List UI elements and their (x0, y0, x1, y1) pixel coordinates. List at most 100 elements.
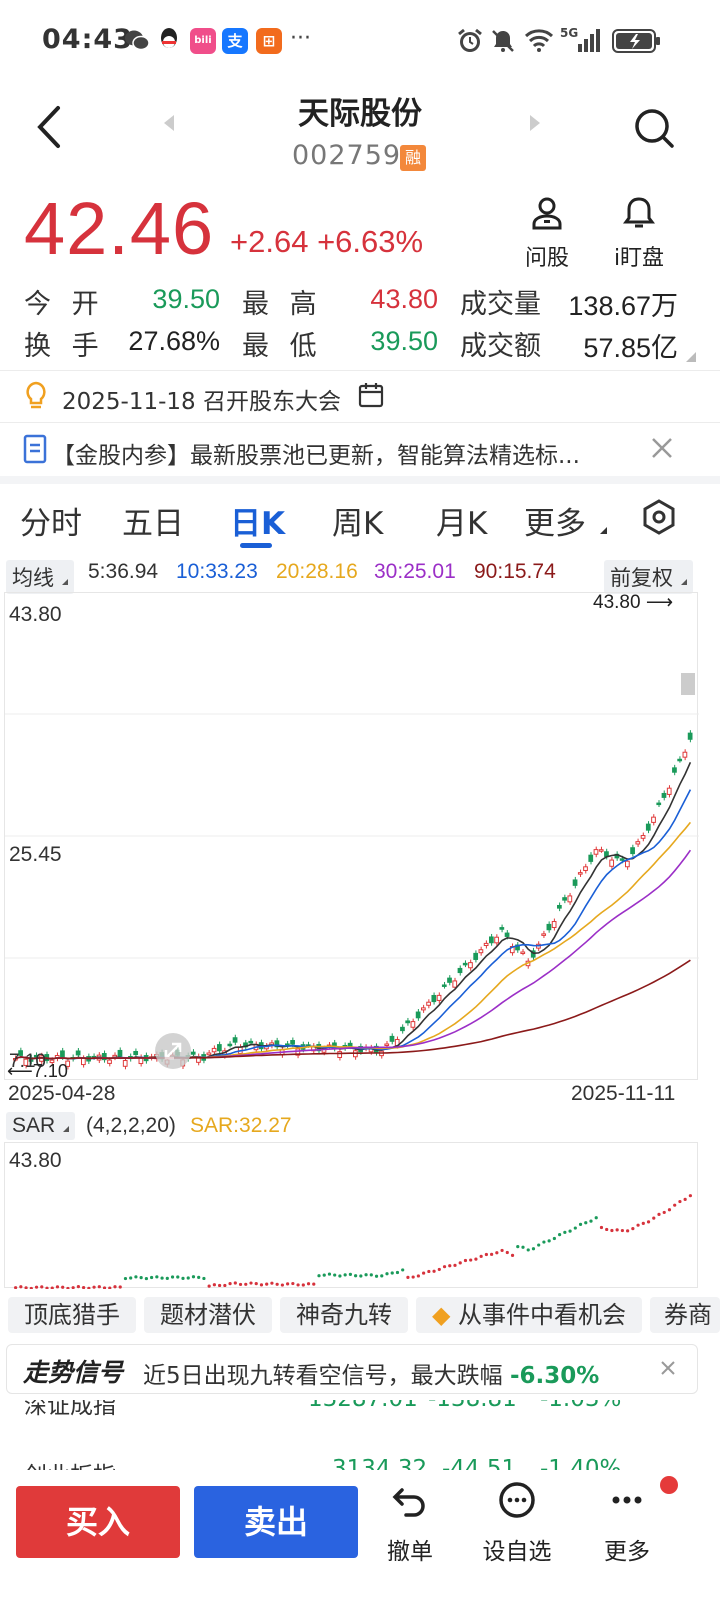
back-button[interactable] (34, 104, 64, 150)
sar-dot (547, 1239, 551, 1243)
ma-line (15, 959, 691, 1060)
candle (672, 767, 677, 773)
prev-stock-button[interactable] (164, 115, 174, 131)
notice-text[interactable]: 【金股内参】最新股票池已更新，智能算法精选标... (52, 443, 580, 469)
adjust-selector[interactable]: 前复权 (604, 560, 693, 594)
sar-dot (568, 1229, 572, 1233)
tab-intraday[interactable]: 分时 (20, 506, 82, 542)
next-stock-button[interactable] (530, 115, 540, 131)
sar-chart[interactable]: 43.80 (4, 1142, 698, 1289)
sar-dot (364, 1273, 368, 1277)
ask-stock-button[interactable]: 问股 (512, 196, 582, 272)
sar-dot (144, 1276, 148, 1281)
tab-daily-k[interactable]: 日K (230, 506, 286, 542)
buy-button[interactable]: 买入 (16, 1486, 180, 1558)
candle (107, 1059, 112, 1064)
sar-dot (87, 1286, 91, 1289)
ask-stock-label: 问股 (524, 246, 569, 271)
sar-dot (416, 1274, 420, 1278)
candle (337, 1051, 343, 1058)
add-watchlist-label: 设自选 (482, 1539, 552, 1565)
candle (410, 1021, 416, 1028)
event-text[interactable]: 2025-11-18 召开股东大会 (62, 389, 341, 415)
settings-icon[interactable] (640, 498, 678, 540)
sar-dot (123, 1276, 128, 1281)
sar-dot (223, 1283, 227, 1288)
caret-icon (61, 579, 68, 585)
sar-dot (495, 1251, 499, 1255)
candle (133, 1051, 139, 1056)
sar-dot (333, 1273, 337, 1277)
candle (206, 1052, 212, 1056)
candle (619, 858, 625, 861)
cancel-order-button[interactable]: 撤单 (365, 1480, 455, 1566)
sar-dot (160, 1276, 164, 1280)
kline-chart[interactable]: 43.80 25.45 7.10 43.80 ⟶ ⟵7.10 (4, 592, 699, 1082)
calendar-icon[interactable] (357, 381, 385, 413)
more-label: 更多 (604, 1539, 650, 1565)
feature-chip-events[interactable]: ◆ 从事件中看机会 (416, 1297, 642, 1333)
more-button[interactable]: 更多 (582, 1480, 672, 1566)
index-row[interactable]: 创业板指 3134.32 -44.51 -1.40% (0, 1456, 720, 1470)
trend-signal-banner[interactable]: 走势信号 近5日出现九转看空信号，最大跌幅 -6.30% (6, 1344, 698, 1394)
candle (23, 1058, 29, 1066)
signal-percent: -6.30% (509, 1363, 600, 1389)
sar-dot (270, 1281, 274, 1285)
undo-icon (392, 1488, 425, 1517)
sar-dot (212, 1283, 216, 1287)
sar-dot (411, 1275, 415, 1279)
fullscreen-button[interactable] (155, 1033, 191, 1069)
candle (441, 984, 447, 987)
feature-chip-theme[interactable]: 题材潜伏 (144, 1297, 272, 1333)
close-icon[interactable] (650, 436, 674, 464)
candle (65, 1060, 71, 1067)
feature-chip-broker[interactable]: 券商 (650, 1297, 720, 1333)
network-label: 5G (560, 26, 579, 40)
candle (400, 1026, 405, 1032)
feature-chip-bottom-hunter[interactable]: 顶底猎手 (8, 1297, 136, 1333)
candle (384, 1043, 390, 1046)
min-price-marker: ⟵7.10 (7, 1061, 68, 1082)
sar-dot (652, 1216, 656, 1220)
watch-button[interactable]: i盯盘 (604, 196, 674, 272)
indicator-selector[interactable]: SAR (6, 1112, 76, 1140)
search-icon[interactable] (632, 106, 676, 154)
volume-label: 成交量 (460, 289, 541, 320)
candle (677, 758, 683, 762)
index-row[interactable]: 深证成指 13287.01 -138.81 -1.03% (0, 1400, 720, 1422)
expand-corner-icon[interactable] (686, 352, 696, 362)
sar-dot (34, 1285, 39, 1289)
tab-five-day[interactable]: 五日 (122, 506, 184, 542)
index-name: 深证成指 (24, 1400, 116, 1419)
tab-more[interactable]: 更多 (524, 498, 607, 543)
candle (211, 1047, 217, 1053)
feature-chip-nine-turn[interactable]: 神奇九转 (280, 1297, 408, 1333)
sar-dot (176, 1275, 180, 1279)
sar-dot (401, 1268, 405, 1272)
candle (567, 895, 573, 903)
candle (28, 1057, 34, 1062)
sar-dot (573, 1226, 577, 1230)
ma-selector[interactable]: 均线 (6, 560, 74, 594)
diamond-icon: ◆ (431, 1301, 451, 1329)
scroll-handle[interactable] (681, 673, 695, 695)
sar-dot (526, 1248, 530, 1252)
candle (593, 849, 599, 855)
sell-button[interactable]: 卖出 (194, 1486, 358, 1558)
candle (217, 1044, 222, 1052)
index-name: 创业板指 (24, 1456, 116, 1470)
candle (489, 936, 494, 944)
candle (75, 1050, 81, 1056)
price-change: +2.64 +6.63% (230, 224, 423, 260)
max-price-label: 43.80 (593, 592, 641, 613)
current-price: 42.46 (24, 187, 215, 270)
tab-weekly-k[interactable]: 周K (332, 506, 384, 542)
add-watchlist-button[interactable]: 设自选 (472, 1480, 562, 1566)
caret-icon (680, 579, 687, 585)
close-icon[interactable] (659, 1359, 677, 1381)
tab-more-label: 更多 (524, 506, 586, 542)
y-label-bottom: 7.10 (9, 1051, 46, 1072)
low-label: 最 低 (242, 331, 323, 362)
tab-monthly-k[interactable]: 月K (436, 506, 488, 542)
sar-dot (615, 1228, 619, 1232)
